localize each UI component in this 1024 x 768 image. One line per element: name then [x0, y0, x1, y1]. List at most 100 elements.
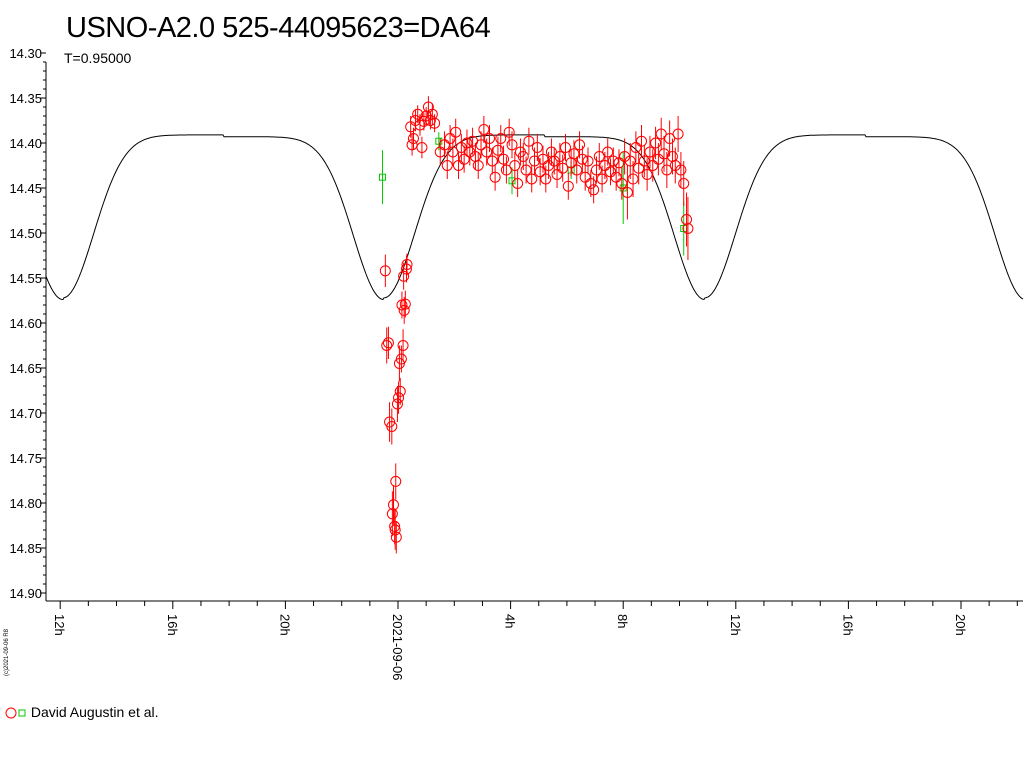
x-tick-label: 20h	[277, 614, 292, 636]
red-circle-point-120	[672, 116, 684, 152]
red-circle-point-5	[386, 491, 398, 537]
red-circle-point-25	[407, 127, 419, 150]
red-circle-point-116	[661, 152, 673, 188]
chart-credit: (c)2021-09-06 R8	[4, 628, 10, 676]
y-tick-label: 14.55	[9, 271, 42, 286]
red-circle-point-50	[475, 131, 487, 159]
red-circle-point-37	[438, 131, 450, 159]
red-circle-point-55	[489, 163, 501, 191]
red-circle-point-6	[387, 485, 399, 525]
red-circle-point-88	[582, 147, 594, 175]
x-tick-label: 20h	[953, 614, 968, 636]
red-circle-point-22	[401, 253, 413, 276]
red-circle-point-24	[406, 134, 418, 156]
legend: David Augustin et al.	[5, 704, 159, 720]
red-circle-point-70	[531, 134, 543, 161]
red-circle-point-49	[472, 152, 484, 179]
red-circle-point-57	[495, 125, 507, 152]
x-tick-label: 16h	[840, 614, 855, 636]
y-tick-label: 14.90	[9, 586, 42, 601]
red-circle-point-4	[386, 408, 398, 445]
green-square-point-5	[680, 201, 688, 256]
green-square-point-0	[379, 150, 387, 205]
red-circle-point-47	[467, 127, 479, 155]
x-tick-label: 16h	[165, 614, 180, 636]
red-circle-point-54	[486, 147, 498, 175]
red-circle-point-38	[441, 152, 453, 179]
red-circle-point-11	[391, 386, 403, 422]
red-circle-point-40	[447, 138, 459, 166]
red-circle-point-18	[398, 262, 410, 290]
red-circle-point-68	[526, 165, 538, 193]
red-circle-point-84	[571, 156, 583, 184]
red-circle-point-44	[458, 145, 470, 173]
red-circle-point-14	[394, 377, 406, 405]
red-circle-point-108	[638, 144, 650, 178]
red-circle-point-0	[379, 254, 391, 287]
red-circle-point-20	[399, 290, 411, 318]
legend-circle-icon	[5, 707, 17, 719]
red-circle-point-107	[635, 125, 647, 158]
green-square-point-2	[508, 167, 516, 195]
red-circle-point-30	[418, 112, 430, 131]
red-circle-point-86	[576, 145, 588, 173]
red-circle-point-19	[398, 296, 410, 324]
red-circle-point-61	[506, 131, 518, 159]
red-circle-point-1	[381, 327, 393, 364]
red-circle-point-98	[610, 163, 622, 191]
y-tick-label: 14.50	[9, 226, 42, 241]
red-circle-point-63	[512, 170, 524, 197]
red-circle-point-87	[579, 163, 591, 191]
red-circle-point-104	[627, 161, 639, 197]
legend-label: David Augustin et al.	[30, 704, 159, 720]
red-circle-point-59	[500, 156, 512, 184]
red-circle-point-51	[478, 116, 490, 143]
y-tick-label: 14.80	[9, 496, 42, 511]
red-circle-point-72	[537, 145, 549, 173]
x-tick-label: 12h	[52, 614, 67, 636]
red-circle-point-62	[509, 152, 521, 179]
red-circle-point-35	[429, 114, 441, 133]
red-circle-point-122	[678, 161, 690, 206]
red-circle-point-111	[647, 149, 659, 182]
red-circle-point-112	[650, 126, 662, 160]
red-circle-point-92	[593, 143, 605, 170]
y-tick-label: 14.85	[9, 541, 42, 556]
red-circle-point-89	[585, 170, 597, 197]
y-tick-label: 14.40	[9, 136, 42, 151]
red-circle-point-103	[624, 143, 636, 179]
red-circle-point-7	[389, 508, 401, 545]
red-circle-point-102	[621, 165, 633, 220]
y-tick-label: 14.70	[9, 406, 42, 421]
y-tick-label: 14.35	[9, 91, 42, 106]
red-circle-point-67	[523, 127, 535, 155]
x-tick-label: 12h	[728, 614, 743, 636]
red-circle-point-9	[390, 463, 402, 500]
red-circle-point-58	[498, 145, 510, 173]
model-curve-layer	[45, 134, 1024, 301]
legend-square-icon	[18, 709, 26, 717]
red-circle-point-42	[453, 152, 465, 179]
red-circle-point-105	[630, 131, 642, 164]
y-tick-label: 14.30	[9, 46, 42, 61]
red-circle-point-78	[554, 143, 566, 170]
red-circle-point-110	[644, 135, 656, 169]
x-tick-label: 4h	[503, 614, 518, 628]
red-circle-point-81	[562, 172, 574, 200]
red-circle-point-121	[675, 152, 687, 188]
chart-subtitle: T=0.95000	[64, 50, 132, 66]
red-circle-point-56	[492, 136, 504, 164]
red-circle-point-17	[397, 329, 409, 362]
red-circle-point-29	[416, 136, 428, 159]
red-circle-point-41	[450, 118, 462, 146]
x-tick-label: 8h	[615, 614, 630, 628]
axes-layer: 14.30 14.35 14.40 14.45 14.50 14.55 14.60 14.65…	[9, 46, 1023, 681]
y-tick-label: 14.65	[9, 361, 42, 376]
red-circle-point-85	[574, 131, 586, 159]
red-circle-point-97	[607, 147, 619, 175]
red-circle-point-124	[682, 197, 694, 260]
red-circle-point-95	[602, 138, 614, 166]
red-circle-point-123	[681, 192, 693, 247]
red-circle-point-79	[557, 154, 569, 182]
